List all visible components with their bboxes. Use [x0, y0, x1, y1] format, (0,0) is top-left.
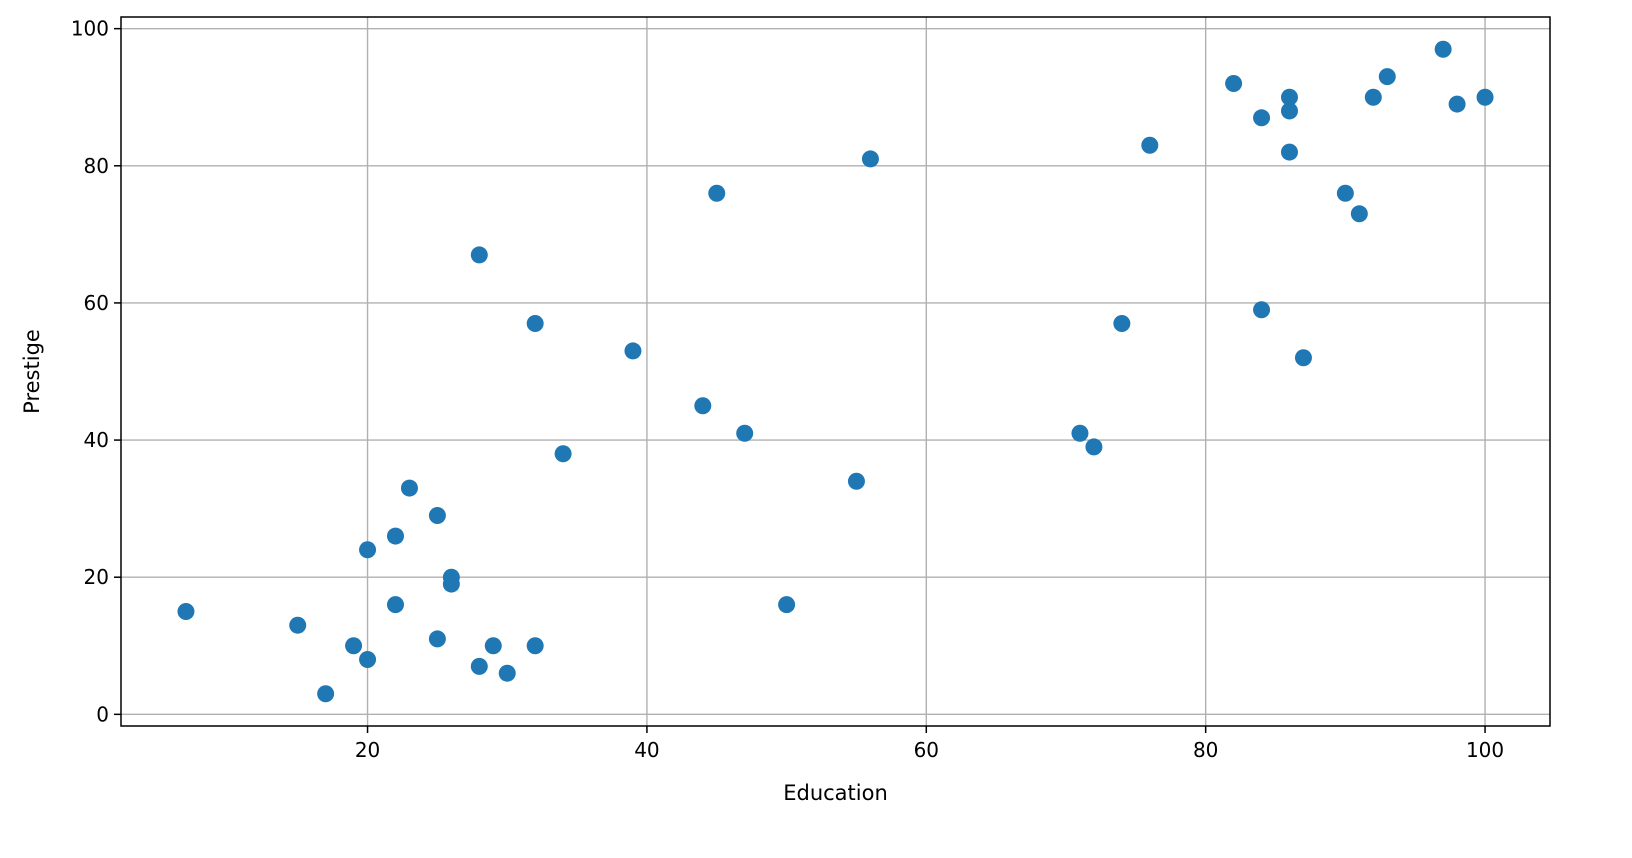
data-point	[359, 541, 377, 559]
data-point	[1280, 88, 1298, 106]
data-point	[526, 637, 544, 655]
data-point	[177, 602, 195, 620]
data-point	[1141, 136, 1159, 154]
data-point	[289, 616, 307, 634]
x-tick-label: 20	[355, 738, 380, 762]
y-axis-label: Prestige	[20, 329, 44, 414]
data-point	[470, 657, 488, 675]
data-point	[386, 527, 404, 545]
data-point	[428, 506, 446, 524]
data-point	[778, 596, 796, 614]
data-point	[359, 650, 377, 668]
data-point	[1225, 75, 1243, 93]
data-point	[1378, 68, 1396, 86]
data-point	[400, 479, 418, 497]
data-point	[1476, 88, 1494, 106]
x-tick-label: 100	[1466, 738, 1504, 762]
data-point	[1294, 349, 1312, 367]
data-point	[1336, 184, 1354, 202]
data-point	[1113, 315, 1131, 333]
data-point	[847, 472, 865, 490]
y-tick-label: 0	[96, 702, 109, 726]
y-tick-label: 60	[84, 291, 109, 315]
grid	[121, 17, 1550, 726]
data-point	[1253, 109, 1271, 127]
y-tick-label: 20	[84, 565, 109, 589]
data-point	[1448, 95, 1466, 113]
data-point	[428, 630, 446, 648]
data-point	[1253, 301, 1271, 319]
data-point	[1085, 438, 1103, 456]
data-point	[484, 637, 502, 655]
y-tick-label: 100	[71, 17, 109, 41]
data-point	[1280, 143, 1298, 161]
data-point	[470, 246, 488, 264]
data-points	[177, 40, 1494, 703]
data-point	[526, 315, 544, 333]
plot-frame	[120, 16, 1551, 727]
data-point	[1364, 88, 1382, 106]
data-point	[694, 397, 712, 415]
data-point	[317, 685, 335, 703]
data-point	[386, 596, 404, 614]
data-point	[1350, 205, 1368, 223]
x-tick-label: 40	[634, 738, 659, 762]
y-tick-label: 40	[84, 428, 109, 452]
data-point	[345, 637, 363, 655]
x-tick-label: 60	[914, 738, 939, 762]
data-point	[624, 342, 642, 360]
data-point	[736, 424, 754, 442]
data-point	[498, 664, 516, 682]
x-axis-label: Education	[783, 781, 888, 805]
data-point	[1071, 424, 1089, 442]
ticks: 20 40 60 80 100 0 20 40 60 80 100	[71, 17, 1504, 762]
data-point	[861, 150, 879, 168]
data-point	[1280, 102, 1298, 120]
data-point	[442, 568, 460, 586]
data-point	[708, 184, 726, 202]
data-point	[1434, 40, 1452, 58]
x-tick-label: 80	[1193, 738, 1218, 762]
data-point	[554, 445, 572, 463]
y-tick-label: 80	[84, 154, 109, 178]
